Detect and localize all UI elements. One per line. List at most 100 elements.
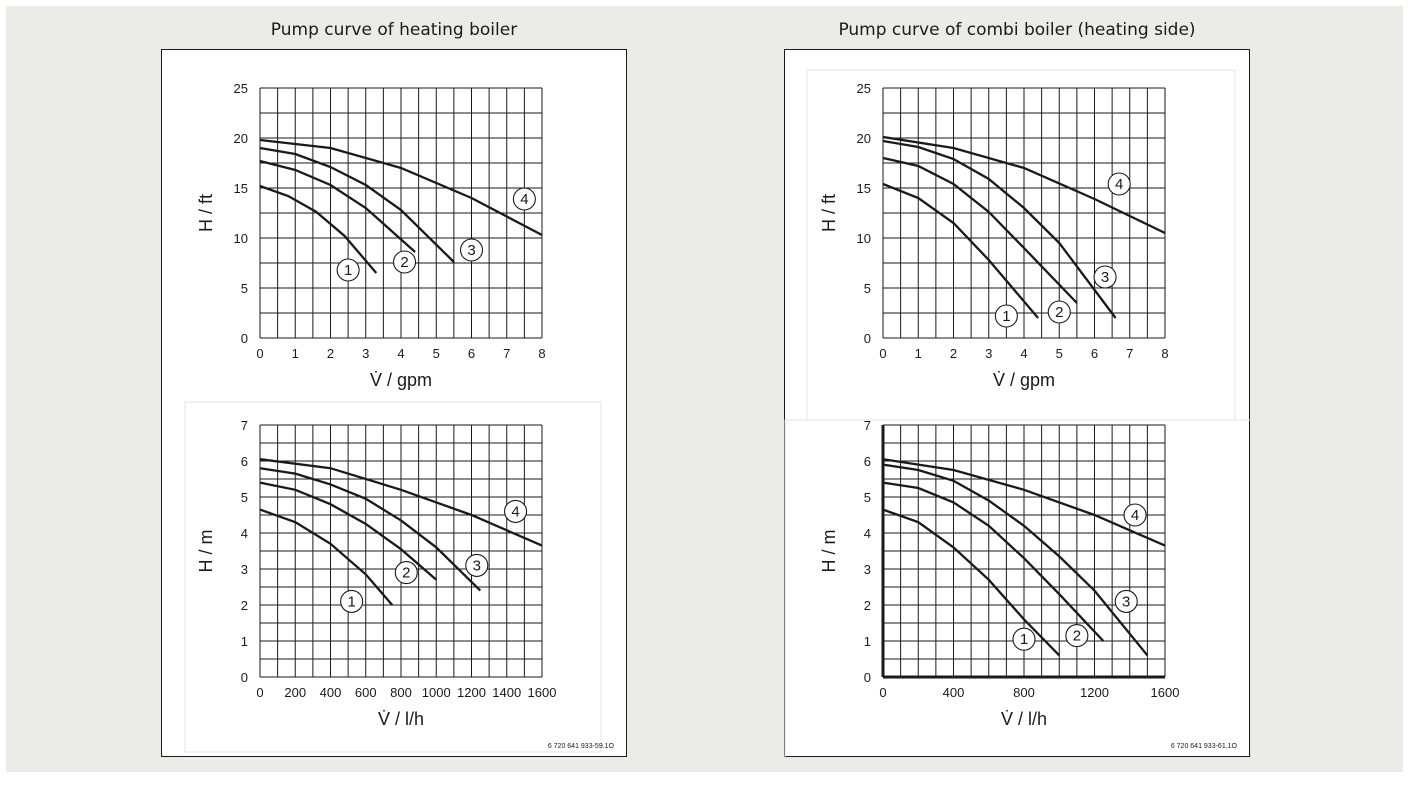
p1-c1-x-axis-label: V̇ / l/h <box>1001 709 1047 729</box>
p0-c0-x-tick-label: 6 <box>468 346 475 361</box>
p0-c1-x-tick-label: 0 <box>256 685 263 700</box>
p1-c1-y-tick-label: 2 <box>864 598 871 613</box>
p0-c1-y-tick-label: 0 <box>241 670 248 685</box>
p1-c0-x-tick-label: 8 <box>1161 346 1168 361</box>
panel-heating-boiler: 0 1 2 3 4 5 6 7 8 0 5 10 15 20 25 V̇ / gpm H / ft 1 2 3 4 0 20… <box>161 49 627 757</box>
p0-c1-curve-1 <box>259 508 394 606</box>
p1-c0-x-tick-label: 5 <box>1056 346 1063 361</box>
p0-c1-marker-circle-2 <box>394 561 418 585</box>
p0-c0-y-tick-label: 15 <box>234 181 248 196</box>
p0-c0-curve-marker-2: 2 <box>392 250 417 274</box>
p0-c0-curve-1 <box>259 184 378 274</box>
p1-c0-marker-label-3: 3 <box>1101 269 1109 286</box>
p1-c0-x-tick-label: 6 <box>1091 346 1098 361</box>
p1-c1-marker-circle-4 <box>1123 503 1147 527</box>
p0-c1-marker-label-2: 2 <box>402 565 410 582</box>
p0-c1-y-tick-label: 5 <box>241 490 248 505</box>
p0-c0-y-tick-label: 25 <box>234 81 248 96</box>
p0-c1-marker-label-1: 1 <box>347 593 355 610</box>
p0-c1-y-axis-label: H / m <box>196 530 216 573</box>
p0-c1-marker-label-4: 4 <box>511 503 519 520</box>
p0-c0-curve-marker-1: 1 <box>336 258 360 282</box>
panel-1-figure-code: 6 720 641 933-61.1O <box>1171 743 1238 750</box>
p1-c1-x-tick-label: 1200 <box>1080 685 1109 700</box>
p1-c0-x-tick-label: 2 <box>950 346 957 361</box>
p0-c0-x-tick-label: 0 <box>256 346 263 361</box>
p0-c0-curve-marker-3: 3 <box>459 238 484 262</box>
p1-c0-curve-4 <box>882 135 1166 235</box>
p0-c0-y-tick-label: 0 <box>241 331 248 346</box>
p0-c1-x-tick-label: 1000 <box>422 685 451 700</box>
p0-c0-x-tick-label: 5 <box>433 346 440 361</box>
p1-c0-y-axis-label: H / ft <box>819 194 839 232</box>
p1-c0-x-axis-label: V̇ / gpm <box>993 370 1055 390</box>
p0-c1-y-tick-label: 3 <box>241 562 248 577</box>
p1-c1-inner-frame <box>784 419 1252 759</box>
p0-c0-x-tick-label: 3 <box>362 346 369 361</box>
p0-c1-y-tick-label: 6 <box>241 454 248 469</box>
p1-c0-marker-circle-2 <box>1047 300 1071 324</box>
p0-c1-curve-marker-1: 1 <box>340 589 364 613</box>
p0-c1-marker-circle-3 <box>465 553 489 577</box>
p1-c1-curve-4 <box>882 458 1166 547</box>
p0-c1-x-tick-label: 600 <box>355 685 377 700</box>
p1-c1-marker-circle-2 <box>1065 624 1089 648</box>
p0-c1-x-tick-label: 1400 <box>492 685 521 700</box>
p1-c0-curve-3 <box>882 139 1117 319</box>
p1-c0-marker-label-4: 4 <box>1115 176 1123 193</box>
p1-c0-x-tick-label: 0 <box>879 346 886 361</box>
p0-c1-y-tick-label: 4 <box>241 526 248 541</box>
p1-c1-y-tick-label: 6 <box>864 454 871 469</box>
p0-c0-marker-label-2: 2 <box>400 254 408 271</box>
p1-c1-x-tick-label: 800 <box>1013 685 1035 700</box>
p1-c1-x-tick-label: 0 <box>879 685 886 700</box>
p1-c0-y-tick-label: 15 <box>857 181 871 196</box>
p0-c1-curve-2 <box>259 481 438 581</box>
panel-title-heating-boiler: Pump curve of heating boiler <box>270 20 518 40</box>
p0-c0-y-tick-label: 5 <box>241 281 248 296</box>
p0-c0-y-axis-label: H / ft <box>196 194 216 232</box>
p1-c0-grid <box>882 87 1166 339</box>
p0-c1-x-tick-label: 800 <box>390 685 412 700</box>
p0-c0-x-tick-label: 8 <box>538 346 545 361</box>
p0-c0-marker-circle-3 <box>459 238 484 262</box>
p1-c0-marker-label-1: 1 <box>1002 308 1010 325</box>
p1-c1-curve-marker-2: 2 <box>1065 624 1089 648</box>
p1-c0-curve-marker-3: 3 <box>1093 265 1117 289</box>
p0-c1-marker-label-3: 3 <box>473 557 481 574</box>
p1-c0-y-tick-label: 25 <box>857 81 871 96</box>
p1-c0-y-tick-label: 0 <box>864 331 871 346</box>
p1-c1-marker-label-1: 1 <box>1020 631 1028 648</box>
p0-c0-x-tick-label: 1 <box>292 346 299 361</box>
p1-c0-marker-circle-4 <box>1107 172 1131 196</box>
p1-c0-marker-label-2: 2 <box>1055 304 1063 321</box>
p0-c1-curve-marker-4: 4 <box>504 499 528 523</box>
p1-c1-marker-circle-3 <box>1114 589 1138 613</box>
p0-c1-inner-frame <box>184 401 602 753</box>
p1-c0-y-tick-label: 20 <box>857 131 871 146</box>
p1-c0-marker-circle-1 <box>994 304 1018 328</box>
p0-c1-x-tick-label: 1200 <box>457 685 486 700</box>
panel-0-figure-code: 6 720 641 933-59.1O <box>548 743 615 750</box>
p1-c1-marker-circle-1 <box>1012 627 1036 651</box>
figure-canvas: Pump curve of heating boiler Pump curve … <box>6 6 1403 772</box>
p1-c1-y-tick-label: 3 <box>864 562 871 577</box>
p0-c1-x-tick-label: 400 <box>320 685 342 700</box>
p0-c0-marker-label-3: 3 <box>467 242 475 259</box>
p1-c1-y-tick-label: 4 <box>864 526 871 541</box>
p1-c1-curve-marker-1: 1 <box>1012 627 1036 651</box>
p0-c0-marker-circle-4 <box>512 187 536 211</box>
p0-c1-y-tick-label: 7 <box>241 418 248 433</box>
p0-c1-x-tick-label: 1600 <box>528 685 557 700</box>
p1-c1-marker-label-4: 4 <box>1131 507 1139 524</box>
p1-c0-curve-2 <box>882 156 1078 304</box>
p1-c1-curve-2 <box>882 481 1105 642</box>
p0-c0-curve-3 <box>259 146 455 263</box>
p0-c0-marker-circle-1 <box>336 258 360 282</box>
p1-c0-curve-1 <box>882 182 1039 319</box>
p1-c1-y-tick-label: 1 <box>864 634 871 649</box>
p1-c1-y-tick-label: 5 <box>864 490 871 505</box>
p0-c0-x-tick-label: 2 <box>327 346 334 361</box>
p0-c0-marker-label-4: 4 <box>520 191 528 208</box>
